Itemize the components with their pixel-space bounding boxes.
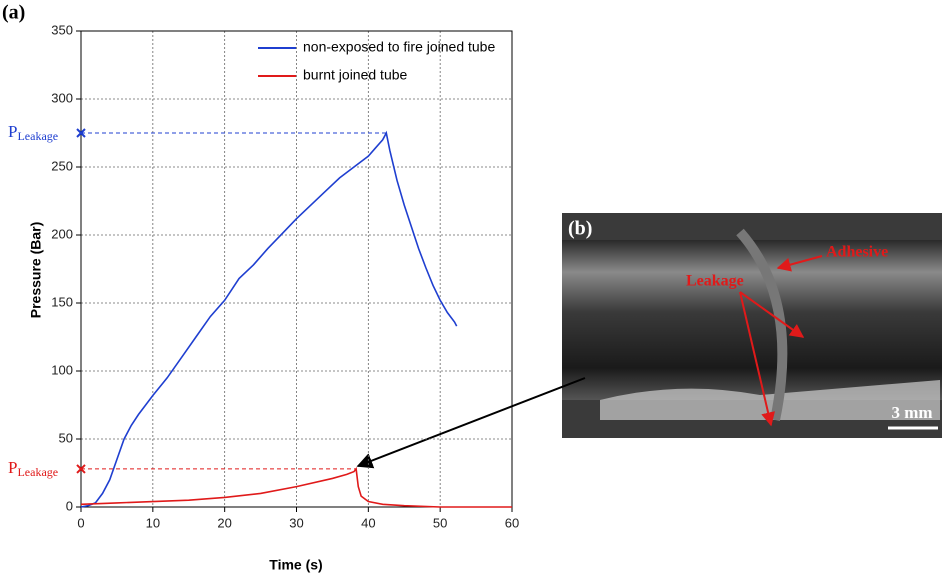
link-arrow — [356, 377, 586, 469]
panel-label: (b) — [568, 218, 592, 240]
y-axis-label: Pressure (Bar) — [28, 222, 44, 319]
adhesive-collar — [736, 228, 788, 422]
y-tick-label: 300 — [51, 90, 73, 105]
tube — [562, 240, 942, 400]
legend-label: burnt joined tube — [303, 67, 408, 83]
y-tick-label: 250 — [51, 158, 73, 173]
x-tick-label: 30 — [289, 515, 303, 530]
y-tick-label: 0 — [66, 498, 73, 513]
x-tick-label: 0 — [77, 515, 84, 530]
y-tick-label: 200 — [51, 226, 73, 241]
x-tick-label: 40 — [361, 515, 375, 530]
leakage-label: PLeakage — [8, 458, 58, 479]
leakage-symbol: P — [8, 122, 17, 141]
data-line — [80, 466, 512, 508]
data-line — [80, 130, 458, 508]
leakage-subscript: Leakage — [17, 129, 58, 143]
panel-label: (a) — [2, 2, 25, 24]
leakage-cross — [76, 464, 86, 474]
scale-bar-label: 3 mm — [891, 403, 932, 422]
y-tick-label: 100 — [51, 362, 73, 377]
leakage-label: Leakage — [686, 273, 744, 290]
annotation-arrow — [739, 291, 805, 338]
leakage-cross — [76, 128, 86, 138]
y-tick-label: 150 — [51, 294, 73, 309]
legend-label: non-exposed to fire joined tube — [303, 39, 495, 55]
annotation-arrow — [739, 291, 775, 427]
y-tick-label: 50 — [59, 430, 73, 445]
x-tick-label: 10 — [146, 515, 160, 530]
photo-panel: (b) Leakage Adhesive 3 mm — [562, 213, 942, 438]
leakage-symbol: P — [8, 458, 17, 477]
y-tick-label: 350 — [51, 22, 73, 37]
reflection — [600, 380, 940, 420]
x-tick-label: 20 — [217, 515, 231, 530]
annotation-arrow — [776, 255, 823, 272]
x-tick-label: 50 — [433, 515, 447, 530]
adhesive-label: Adhesive — [826, 244, 888, 261]
x-axis-label: Time (s) — [269, 557, 322, 573]
x-tick-label: 60 — [505, 515, 519, 530]
leakage-subscript: Leakage — [17, 465, 58, 479]
plot-frame — [80, 30, 513, 508]
leakage-label: PLeakage — [8, 122, 58, 143]
